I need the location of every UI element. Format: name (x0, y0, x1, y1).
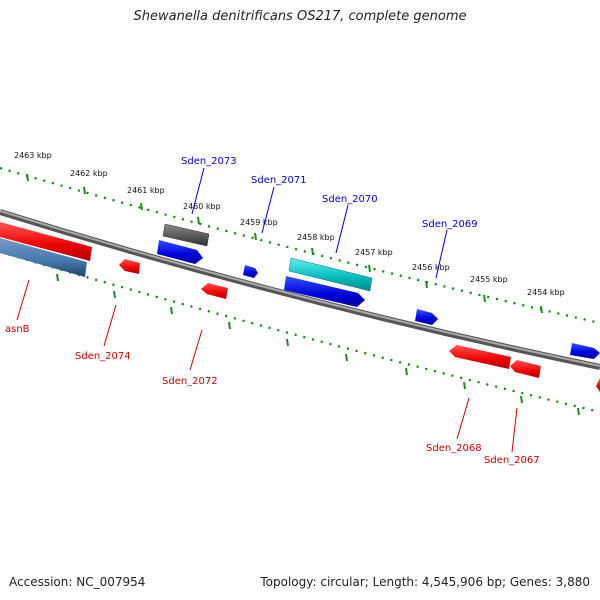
topology-stats: Topology: circular; Length: 4,545,906 bp… (260, 575, 590, 589)
ruler-tick-labels: 2463 kbp 2462 kbp 2461 kbp 2460 kbp 2459… (14, 151, 565, 297)
gene-feature-gray[interactable] (162, 223, 210, 247)
gene-arrow-offscreen-red[interactable] (596, 378, 600, 392)
gene-label-sden-2071: Sden_2071 (251, 175, 307, 186)
gene-label-sden-2072: Sden_2072 (162, 376, 218, 387)
tick-label: 2463 kbp (14, 151, 52, 160)
accession-text: Accession: NC_007954 (9, 575, 146, 589)
gene-arrow-sden-2069[interactable] (415, 309, 438, 325)
map-title: Shewanella denitrificans OS217, complete… (133, 9, 467, 24)
gene-label-sden-2074: Sden_2074 (75, 351, 131, 362)
gene-arrow-offscreen[interactable] (570, 343, 600, 359)
tick-label: 2461 kbp (127, 186, 165, 195)
tick-label: 2454 kbp (527, 288, 565, 297)
tick-label: 2457 kbp (355, 248, 393, 257)
inner-ruler-ring (0, 250, 600, 414)
gene-label-sden-2068: Sden_2068 (426, 443, 482, 454)
inner-ruler-ticks (56, 273, 580, 416)
gene-feature-steelblue[interactable] (0, 238, 87, 277)
gene-feature-cyan[interactable] (288, 257, 373, 292)
tick-label: 2455 kbp (470, 275, 508, 284)
gene-label-asnb: asnB (5, 324, 30, 335)
tick-label: 2460 kbp (183, 202, 221, 211)
gene-arrow-sden-2072[interactable] (201, 283, 228, 299)
gene-arrow-sden-2074[interactable] (119, 259, 140, 274)
gene-labels: Sden_2073 Sden_2071 Sden_2070 Sden_2069 … (5, 156, 540, 466)
outer-ruler-ticks (26, 173, 543, 314)
forward-features (157, 223, 600, 359)
genome-backbone-highlight (0, 210, 600, 367)
gene-arrow-sden-2071[interactable] (243, 265, 258, 278)
gene-arrow-asnb[interactable] (0, 222, 92, 261)
gene-arrow-sden-2067[interactable] (510, 360, 541, 378)
tick-label: 2462 kbp (70, 169, 108, 178)
tick-label: 2456 kbp (412, 263, 450, 272)
tick-label: 2459 kbp (240, 218, 278, 227)
gene-label-sden-2073: Sden_2073 (181, 156, 237, 167)
gene-label-sden-2069: Sden_2069 (422, 219, 478, 230)
gene-label-sden-2070: Sden_2070 (322, 194, 378, 205)
tick-label: 2458 kbp (297, 233, 335, 242)
gene-label-sden-2067: Sden_2067 (484, 455, 540, 466)
gene-arrow-sden-2073[interactable] (157, 240, 203, 264)
label-connectors (16, 167, 518, 453)
gene-arrow-sden-2070[interactable] (284, 276, 365, 307)
gene-arrow-sden-2068[interactable] (449, 345, 511, 369)
reverse-features (0, 222, 600, 392)
